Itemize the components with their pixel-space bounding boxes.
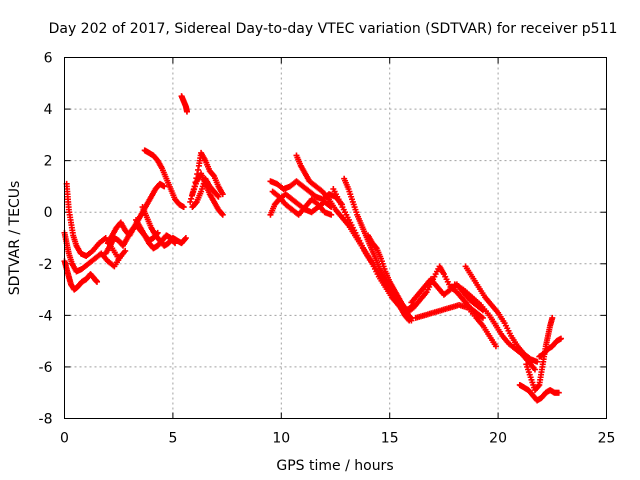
y-tick-label: -6 [39, 360, 53, 376]
x-tick-label: 0 [60, 431, 69, 447]
data-point [535, 383, 542, 390]
data-point [372, 244, 379, 251]
data-point [195, 166, 202, 173]
series-arc-g [133, 216, 179, 252]
x-tick-label: 5 [168, 431, 177, 447]
data-point [549, 314, 556, 321]
series-arc-t [404, 263, 486, 321]
x-tick-label: 10 [272, 431, 290, 447]
series-arc-aa [536, 335, 564, 360]
data-point [182, 236, 189, 243]
data-point [534, 358, 541, 365]
y-tick-label: 4 [44, 102, 53, 118]
x-tick-label: 15 [381, 431, 399, 447]
data-point [219, 211, 226, 218]
data-points [61, 93, 564, 404]
series-arc-v [412, 302, 499, 350]
y-tick-label: 0 [44, 205, 53, 221]
series-arc-a [61, 258, 101, 293]
data-point [180, 204, 187, 211]
y-axis-label: SDTVAR / TECUs [7, 181, 23, 296]
data-point [94, 278, 101, 285]
x-tick-labels: 0 5 10 15 20 25 [60, 431, 615, 447]
data-point [479, 314, 486, 321]
data-point [161, 183, 168, 190]
series-arc-y [516, 381, 562, 404]
data-point [531, 366, 538, 373]
data-point [182, 235, 189, 241]
x-axis-label: GPS time / hours [276, 458, 393, 474]
data-point [218, 210, 225, 217]
data-point [408, 317, 415, 324]
y-tick-label: 2 [44, 154, 53, 170]
series-arc-z [523, 314, 556, 394]
series-arc-m [267, 191, 335, 218]
series-arc-w [462, 263, 541, 365]
y-tick-labels: -8 -6 -4 -2 0 2 4 6 [39, 51, 53, 428]
data-point [492, 343, 499, 350]
y-tick-label: -8 [39, 412, 53, 428]
data-point [214, 192, 221, 199]
series-arc-o [269, 188, 335, 218]
series-arc-s [365, 232, 415, 324]
data-point [188, 195, 195, 202]
data-point [187, 198, 194, 205]
data-point [557, 335, 564, 342]
data-point [210, 172, 217, 179]
series-arc-h [141, 147, 187, 211]
data-point [172, 240, 179, 247]
data-point [192, 199, 199, 206]
y-tick-label: -4 [39, 308, 53, 324]
series-arc-b [63, 180, 129, 262]
series-arc-x [451, 281, 538, 373]
data-point [171, 239, 178, 246]
x-tick-label: 25 [598, 431, 616, 447]
y-tick-label: -2 [39, 257, 53, 273]
data-point [555, 389, 562, 396]
data-point [328, 211, 335, 218]
data-point [219, 191, 226, 198]
x-tick-label: 20 [489, 431, 507, 447]
data-point [215, 193, 222, 200]
data-point [117, 253, 124, 260]
data-point [183, 108, 190, 115]
grid [64, 57, 607, 419]
series-arc-c [61, 229, 124, 275]
data-point [122, 247, 129, 254]
y-tick-label: 6 [44, 51, 53, 67]
series-arc-i [178, 93, 190, 115]
chart-title: Day 202 of 2017, Sidereal Day-to-day VTE… [49, 21, 618, 37]
series-arc-l [189, 175, 222, 211]
plot-frame [64, 57, 607, 419]
